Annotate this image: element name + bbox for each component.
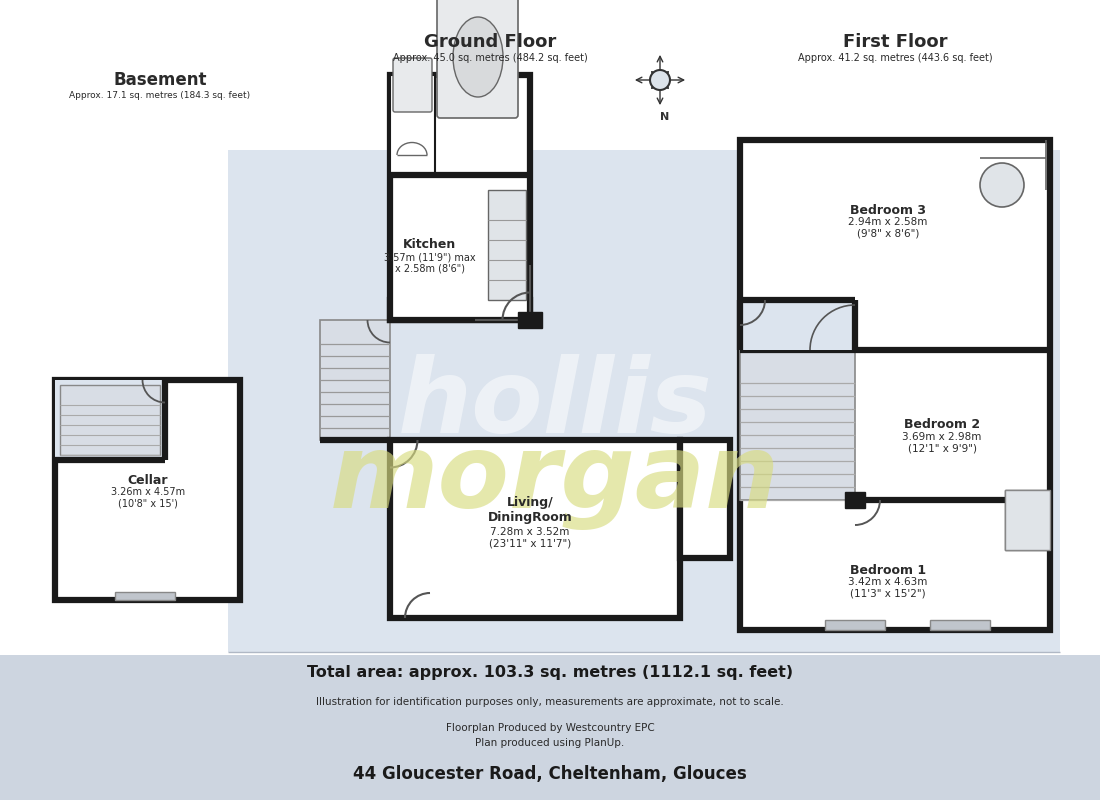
Text: hollis: hollis (397, 354, 713, 455)
Text: morgan: morgan (330, 430, 780, 530)
Text: Kitchen: Kitchen (404, 238, 456, 251)
Bar (680, 440, 730, 558)
Bar (0, 655, 1100, 800)
Text: 3.26m x 4.57m
(10'8" x 15'): 3.26m x 4.57m (10'8" x 15') (111, 487, 185, 509)
Text: Plan produced using PlanUp.: Plan produced using PlanUp. (475, 738, 625, 748)
Text: Approx. 17.1 sq. metres (184.3 sq. feet): Approx. 17.1 sq. metres (184.3 sq. feet) (69, 90, 251, 99)
Text: N: N (660, 112, 670, 122)
Text: Approx. 41.2 sq. metres (443.6 sq. feet): Approx. 41.2 sq. metres (443.6 sq. feet) (798, 53, 992, 63)
Bar (55, 380, 240, 600)
Bar (740, 300, 855, 350)
Text: Basement: Basement (113, 71, 207, 89)
Text: Living/
DiningRoom: Living/ DiningRoom (487, 496, 572, 524)
Text: Bedroom 3: Bedroom 3 (850, 203, 926, 217)
Ellipse shape (453, 17, 503, 97)
Text: Ground Floor: Ground Floor (424, 33, 557, 51)
Bar (116, 592, 175, 600)
Text: Cellar: Cellar (128, 474, 168, 486)
Bar (60, 385, 160, 455)
Bar (825, 620, 886, 630)
Bar (740, 350, 855, 500)
Bar (1005, 490, 1050, 550)
Bar (845, 492, 865, 508)
Text: 3.42m x 4.63m
(11'3" x 15'2"): 3.42m x 4.63m (11'3" x 15'2") (848, 578, 927, 598)
Bar (228, 150, 1060, 652)
Text: Total area: approx. 103.3 sq. metres (1112.1 sq. feet): Total area: approx. 103.3 sq. metres (11… (307, 665, 793, 679)
FancyBboxPatch shape (393, 58, 432, 112)
Bar (320, 320, 390, 440)
Bar (488, 190, 526, 300)
Text: 44 Gloucester Road, Cheltenham, Glouces: 44 Gloucester Road, Cheltenham, Glouces (353, 765, 747, 783)
Bar (1005, 490, 1050, 550)
Bar (390, 300, 530, 320)
Circle shape (980, 163, 1024, 207)
Text: Bedroom 1: Bedroom 1 (850, 563, 926, 577)
Bar (518, 312, 542, 328)
Bar (390, 75, 435, 175)
Bar (390, 75, 530, 320)
Text: 3.57m (11'9") max
x 2.58m (8'6"): 3.57m (11'9") max x 2.58m (8'6") (384, 252, 476, 274)
Bar (740, 140, 1050, 630)
Bar (390, 440, 680, 618)
FancyBboxPatch shape (437, 0, 518, 118)
Text: Illustration for identification purposes only, measurements are approximate, not: Illustration for identification purposes… (316, 697, 784, 707)
Bar (55, 380, 165, 460)
Text: 2.94m x 2.58m
(9'8" x 8'6"): 2.94m x 2.58m (9'8" x 8'6") (848, 218, 927, 238)
Text: Floorplan Produced by Westcountry EPC: Floorplan Produced by Westcountry EPC (446, 723, 654, 733)
Text: 3.69m x 2.98m
(12'1" x 9'9"): 3.69m x 2.98m (12'1" x 9'9") (902, 432, 981, 454)
Bar (930, 620, 990, 630)
Text: Bedroom 2: Bedroom 2 (904, 418, 980, 431)
Circle shape (650, 70, 670, 90)
Text: First Floor: First Floor (843, 33, 947, 51)
Text: Approx. 45.0 sq. metres (484.2 sq. feet): Approx. 45.0 sq. metres (484.2 sq. feet) (393, 53, 587, 63)
Text: 7.28m x 3.52m
(23'11" x 11'7"): 7.28m x 3.52m (23'11" x 11'7") (488, 527, 571, 549)
